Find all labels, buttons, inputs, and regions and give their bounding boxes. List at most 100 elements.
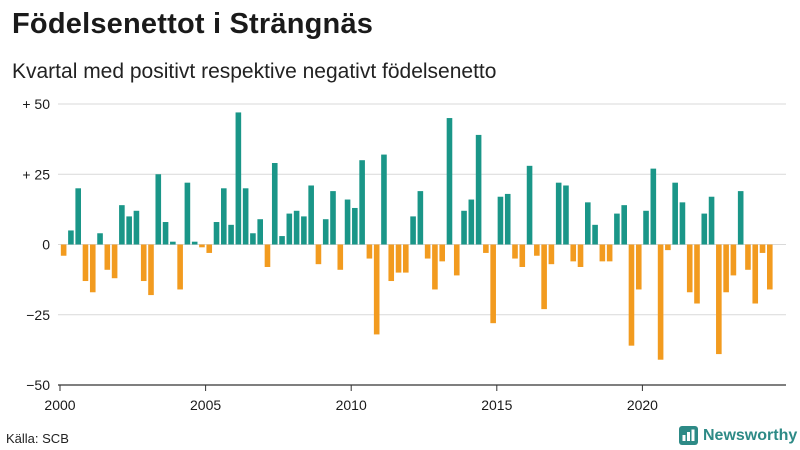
bar-2009-k3 (337, 244, 344, 270)
bar-2011-k3 (395, 244, 402, 273)
bar-2013-k4 (461, 210, 467, 245)
bar-2010-k2 (359, 160, 365, 245)
bar-2024-k1 (759, 244, 766, 253)
bar-2000-k4 (82, 244, 89, 282)
bar-2015-k2 (504, 193, 511, 245)
bar-2017-k3 (570, 244, 577, 262)
bar-2013-k3 (453, 244, 460, 276)
bar-2015-k4 (519, 244, 526, 267)
y-tick-label: 0 (42, 237, 50, 253)
bar-2006-k1 (235, 112, 242, 245)
bar-2022-k4 (723, 244, 729, 293)
bar-2010-k3 (366, 244, 373, 259)
bar-2005-k3 (221, 188, 227, 245)
bar-2007-k1 (264, 244, 271, 267)
bar-2021-k1 (672, 182, 678, 245)
bar-chart: + 50 + 25 0 −25 −50 2000 2005 2010 2015 2020 (22, 96, 786, 413)
bar-2003-k3 (162, 222, 169, 245)
bar-2005-k4 (228, 224, 234, 245)
bar-2024-k2 (767, 244, 773, 290)
bar-2023-k2 (737, 191, 744, 245)
bar-2023-k3 (745, 244, 751, 270)
bar-2019-k4 (635, 244, 642, 290)
bar-2001-k2 (97, 233, 103, 245)
x-tick-label: 2000 (44, 397, 75, 413)
x-tick-label: 2020 (627, 397, 658, 413)
bar-2001-k4 (111, 244, 118, 279)
bar-2016-k1 (526, 165, 533, 245)
chart-title: Födelsenettot i Strängnäs (12, 8, 374, 40)
bar-2019-k3 (628, 244, 635, 346)
bar-2020-k2 (650, 168, 657, 245)
bar-2019-k1 (614, 213, 620, 245)
bar-2023-k1 (730, 244, 737, 276)
bar-2014-k2 (475, 134, 482, 245)
bar-2000-k1 (60, 244, 67, 256)
bar-2005-k1 (206, 244, 213, 253)
bar-2002-k3 (133, 210, 140, 245)
bar-2020-k3 (657, 244, 664, 360)
bar-2014-k4 (490, 244, 496, 324)
bar-2004-k3 (191, 241, 198, 245)
x-tick-label: 2015 (481, 397, 512, 413)
bar-2022-k1 (701, 213, 708, 245)
bar-2010-k4 (373, 244, 380, 335)
bar-2016-k3 (541, 244, 547, 310)
y-tick-label: + 50 (22, 96, 50, 112)
bar-2006-k4 (257, 219, 263, 245)
bar-2012-k4 (432, 244, 438, 290)
bar-2012-k2 (417, 191, 424, 245)
bar-2021-k2 (679, 202, 686, 245)
bar-2002-k1 (119, 205, 125, 245)
bar-2009-k4 (344, 199, 351, 245)
bar-2011-k2 (388, 244, 395, 282)
bar-2006-k2 (242, 188, 249, 245)
bar-2008-k3 (308, 185, 314, 245)
bar-2004-k4 (199, 244, 205, 248)
bar-2021-k3 (686, 244, 693, 293)
bar-2006-k3 (250, 233, 256, 245)
bar-2001-k3 (104, 244, 111, 270)
bar-2022-k2 (708, 196, 715, 245)
bar-2005-k2 (213, 222, 220, 245)
bar-2012-k1 (410, 216, 416, 245)
bar-2007-k4 (286, 213, 293, 245)
bar-2003-k2 (155, 174, 162, 245)
bar-2000-k3 (75, 188, 81, 245)
chart-subtitle: Kvartal med positivt respektive negativt… (12, 60, 497, 83)
y-tick-label: −50 (26, 377, 50, 393)
bar-2023-k4 (752, 244, 759, 304)
bar-2020-k1 (643, 210, 649, 245)
newsworthy-logo-icon (679, 426, 698, 445)
bar-2000-k2 (68, 230, 74, 245)
bar-2017-k2 (563, 185, 569, 245)
bar-2019-k2 (621, 205, 627, 245)
x-tick-label: 2010 (336, 397, 367, 413)
x-axis-ticks: 2000 2005 2010 2015 2020 (44, 385, 658, 413)
bar-2017-k4 (577, 244, 584, 267)
bar-2015-k3 (512, 244, 518, 259)
bar-2017-k1 (555, 182, 562, 245)
bar-2007-k2 (271, 163, 278, 245)
bar-2008-k1 (293, 210, 300, 245)
bar-2021-k4 (694, 244, 700, 304)
bar-2008-k2 (301, 216, 307, 245)
bar-2022-k3 (716, 244, 722, 355)
x-tick-label: 2005 (190, 397, 221, 413)
bar-2010-k1 (352, 207, 358, 245)
bar-2018-k4 (606, 244, 613, 262)
bar-2009-k1 (322, 219, 329, 245)
bar-2016-k4 (548, 244, 555, 265)
bar-2002-k4 (140, 244, 147, 282)
y-tick-label: −25 (26, 307, 50, 323)
bar-2008-k4 (315, 244, 322, 265)
bars (60, 112, 773, 360)
bar-2014-k1 (468, 199, 475, 245)
brand-name: Newsworthy (703, 426, 798, 444)
bar-2003-k4 (170, 241, 176, 245)
bar-2004-k1 (177, 244, 183, 290)
bar-2001-k1 (89, 244, 96, 293)
bar-2007-k3 (279, 236, 285, 245)
brand-logo[interactable]: Newsworthy (679, 426, 797, 445)
bar-2013-k1 (439, 244, 445, 262)
